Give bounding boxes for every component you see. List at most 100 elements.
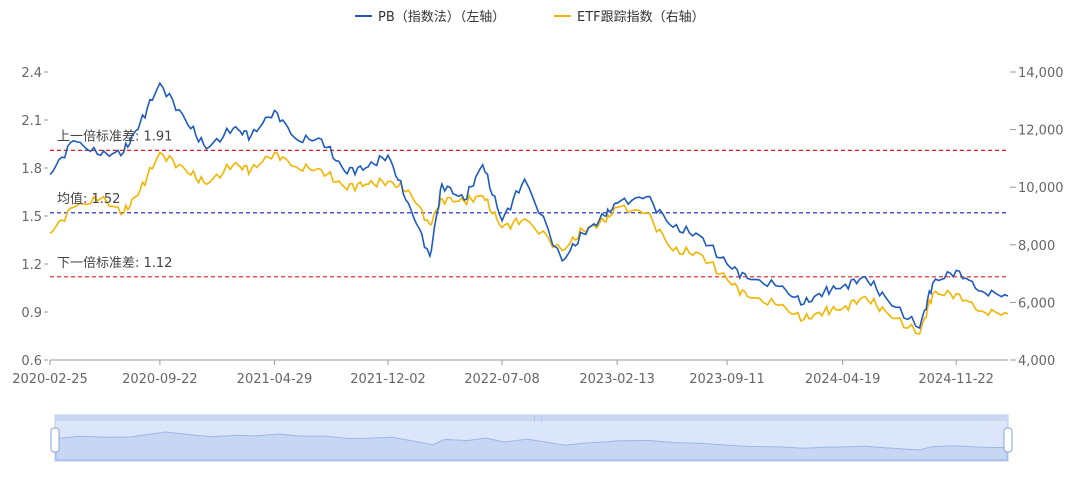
legend[interactable]: PB（指数法）（左轴） ETF跟踪指数（右轴） <box>355 10 705 25</box>
data-point-etf[interactable] <box>725 277 730 282</box>
data-point-pb[interactable] <box>979 289 984 294</box>
data-point-pb[interactable] <box>725 262 730 267</box>
reference-line-label: 均值: 1.52 <box>57 191 120 207</box>
data-point-etf[interactable] <box>954 291 959 296</box>
data-point-pb[interactable] <box>427 254 432 259</box>
data-point-pb[interactable] <box>272 108 277 113</box>
data-point-etf[interactable] <box>342 185 347 190</box>
data-point-pb[interactable] <box>644 194 649 199</box>
zoom-slider-handle-left[interactable] <box>50 427 60 453</box>
y-right-tick-label: 12,000 <box>1018 124 1064 139</box>
data-point-pb[interactable] <box>294 137 299 142</box>
data-point-pb[interactable] <box>121 150 126 155</box>
data-point-etf[interactable] <box>863 294 868 299</box>
data-point-etf[interactable] <box>615 205 620 210</box>
data-point-pb[interactable] <box>439 182 444 187</box>
zoom-slider[interactable]: ⋮⋮ <box>50 414 1013 462</box>
data-point-pb[interactable] <box>319 137 324 142</box>
data-point-etf[interactable] <box>272 150 277 155</box>
data-point-etf[interactable] <box>840 306 845 311</box>
data-point-pb[interactable] <box>137 121 142 126</box>
data-point-etf[interactable] <box>294 165 299 170</box>
legend-item-etf[interactable]: ETF跟踪指数（右轴） <box>554 10 705 25</box>
data-point-pb[interactable] <box>840 284 845 289</box>
data-point-pb[interactable] <box>602 214 607 219</box>
data-point-etf[interactable] <box>979 309 984 314</box>
data-point-etf[interactable] <box>406 188 411 193</box>
data-point-etf[interactable] <box>930 291 935 296</box>
data-point-etf[interactable] <box>822 309 827 314</box>
y-left-tick-label: 2.4 <box>21 66 42 81</box>
legend-item-pb[interactable]: PB（指数法）（左轴） <box>355 10 505 25</box>
data-point-etf[interactable] <box>500 225 505 230</box>
data-point-etf[interactable] <box>48 231 53 236</box>
reference-line-label: 上一倍标准差: 1.91 <box>57 129 172 144</box>
data-point-etf[interactable] <box>581 228 586 233</box>
data-point-etf[interactable] <box>560 248 565 253</box>
data-point-pb[interactable] <box>954 268 959 273</box>
data-point-etf[interactable] <box>1006 311 1011 316</box>
zoom-slider-handle-right[interactable] <box>1003 427 1013 453</box>
data-point-pb[interactable] <box>406 201 411 206</box>
data-point-etf[interactable] <box>697 251 702 256</box>
y-right-tick-label: 8,000 <box>1018 239 1055 254</box>
data-point-etf[interactable] <box>385 179 390 184</box>
data-point-pb[interactable] <box>671 225 676 230</box>
data-point-etf[interactable] <box>602 219 607 224</box>
data-point-etf[interactable] <box>886 311 891 316</box>
data-point-etf[interactable] <box>121 211 126 216</box>
data-point-etf[interactable] <box>522 216 527 221</box>
data-point-etf[interactable] <box>671 248 676 253</box>
data-point-pb[interactable] <box>1006 294 1011 299</box>
data-point-pb[interactable] <box>822 289 827 294</box>
data-point-pb[interactable] <box>560 258 565 263</box>
data-point-pb[interactable] <box>500 218 505 223</box>
data-point-etf[interactable] <box>427 222 432 227</box>
data-point-pb[interactable] <box>248 134 253 139</box>
reference-line-label: 下一倍标准差: 1.12 <box>57 256 172 271</box>
data-point-pb[interactable] <box>522 177 527 182</box>
data-point-etf[interactable] <box>248 167 253 172</box>
data-point-pb[interactable] <box>886 298 891 303</box>
data-point-etf[interactable] <box>363 182 368 187</box>
axes-layer: 2020-02-25 2020-09-22 2021-04-29 2021-12-02… <box>12 66 1063 387</box>
data-point-etf[interactable] <box>917 332 922 337</box>
data-point-etf[interactable] <box>231 162 236 167</box>
data-point-etf[interactable] <box>183 167 188 172</box>
data-point-etf[interactable] <box>644 211 649 216</box>
y-left-tick-label: 0.9 <box>21 306 42 321</box>
data-point-etf[interactable] <box>480 193 485 198</box>
data-point-pb[interactable] <box>863 274 868 279</box>
data-point-etf[interactable] <box>319 167 324 172</box>
x-tick-label: 2023-09-11 <box>689 372 765 387</box>
data-point-etf[interactable] <box>462 199 467 204</box>
x-tick-label: 2021-12-02 <box>350 372 426 387</box>
y-left-tick-label: 2.1 <box>21 114 42 129</box>
data-point-pb[interactable] <box>745 276 750 281</box>
data-point-pb[interactable] <box>204 146 209 151</box>
data-point-pb[interactable] <box>363 166 368 171</box>
data-point-pb[interactable] <box>98 153 103 158</box>
data-point-etf[interactable] <box>137 188 142 193</box>
data-point-pb[interactable] <box>48 172 53 177</box>
zoom-slider-top-bar[interactable] <box>55 415 1008 421</box>
data-point-etf[interactable] <box>157 150 162 155</box>
data-point-pb[interactable] <box>183 118 188 123</box>
data-point-etf[interactable] <box>801 317 806 322</box>
data-point-pb[interactable] <box>480 162 485 167</box>
x-tick-label: 2020-02-25 <box>12 372 88 387</box>
data-point-pb[interactable] <box>917 326 922 331</box>
data-point-etf[interactable] <box>745 294 750 299</box>
data-point-pb[interactable] <box>777 284 782 289</box>
data-point-etf[interactable] <box>204 182 209 187</box>
data-point-pb[interactable] <box>801 302 806 307</box>
data-point-pb[interactable] <box>231 126 236 131</box>
data-point-etf[interactable] <box>777 303 782 308</box>
y-left-tick-label: 1.5 <box>21 210 42 225</box>
data-point-pb[interactable] <box>342 169 347 174</box>
data-point-pb[interactable] <box>930 281 935 286</box>
data-point-etf[interactable] <box>439 196 444 201</box>
data-point-pb[interactable] <box>157 81 162 86</box>
data-point-pb[interactable] <box>385 153 390 158</box>
data-point-pb[interactable] <box>697 233 702 238</box>
